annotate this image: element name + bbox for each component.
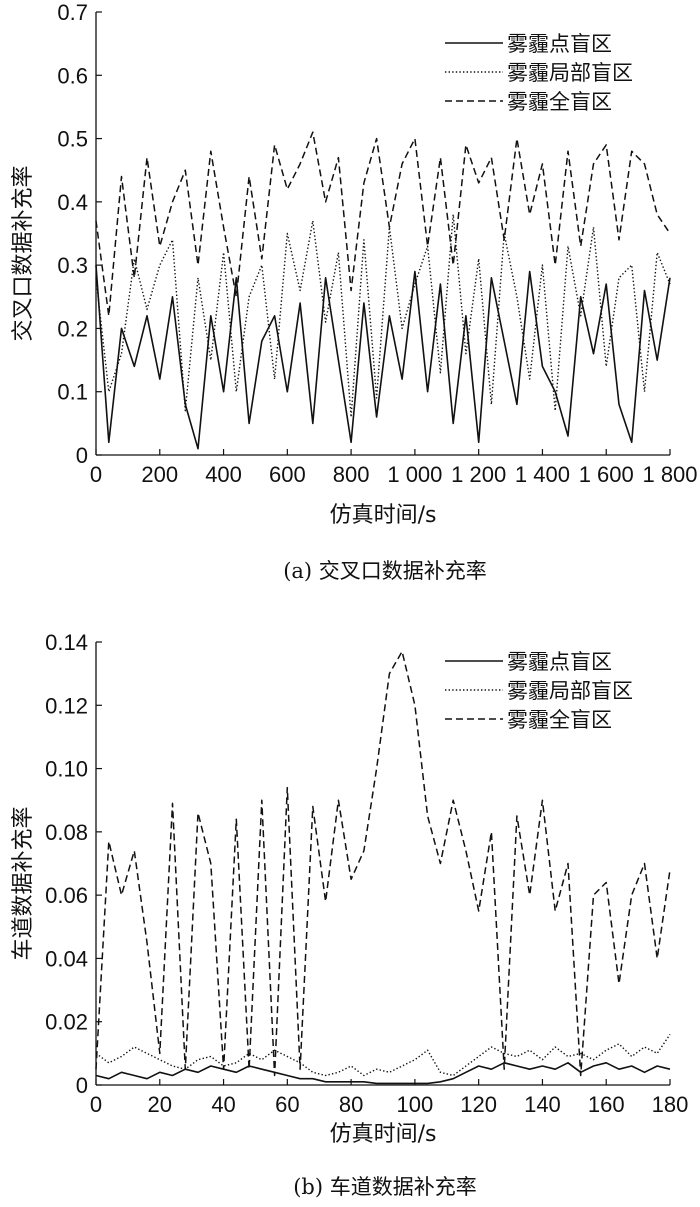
y-tick-label: 0.1 — [57, 380, 88, 405]
y-tick-label: 0.5 — [57, 127, 88, 152]
x-tick-label: 1 600 — [579, 462, 634, 487]
chart-caption: (a) 交叉口数据补充率 — [283, 559, 487, 583]
legend-label-1: 雾霾点盲区 — [507, 650, 612, 674]
y-tick-label: 0.12 — [45, 693, 88, 718]
y-axis-title: 交叉口数据补充率 — [11, 165, 36, 341]
chart-caption: (b) 车道数据补充率 — [293, 1175, 477, 1199]
y-axis-title: 车道数据补充率 — [11, 806, 36, 960]
legend-label-2: 雾霾局部盲区 — [507, 679, 633, 703]
series-line-2 — [95, 213, 671, 418]
x-tick-label: 800 — [333, 462, 370, 487]
x-tick-label: 0 — [90, 462, 102, 487]
y-tick-label: 0.04 — [45, 946, 88, 971]
y-tick-label: 0.06 — [45, 883, 88, 908]
x-tick-label: 120 — [460, 1092, 497, 1117]
series-line-3 — [95, 650, 671, 1077]
legend-label-3: 雾霾全盲区 — [507, 90, 612, 114]
series-line-1 — [95, 265, 671, 450]
x-tick-label: 140 — [524, 1092, 561, 1117]
y-tick-label: 0 — [76, 443, 88, 468]
series-line-1 — [95, 1062, 671, 1085]
y-tick-label: 0.02 — [45, 1010, 88, 1035]
series-line-3 — [95, 131, 671, 317]
chart-1: 0 0.1 0.2 0.3 0.4 0.5 0.6 0.7 0 200 400 600 800 1 000… — [11, 0, 698, 583]
y-tick-label: 0.14 — [45, 630, 88, 655]
x-tick-label: 0 — [90, 1092, 102, 1117]
legend-label-1: 雾霾点盲区 — [507, 32, 612, 56]
y-tick-label: 0.4 — [57, 190, 88, 215]
x-axis-title: 仿真时间/s — [330, 1122, 437, 1147]
y-tick-label: 0.08 — [45, 820, 88, 845]
x-tick-label: 200 — [141, 462, 178, 487]
x-tick-label: 400 — [205, 462, 242, 487]
y-tick-label: 0.2 — [57, 316, 88, 341]
x-tick-label: 600 — [269, 462, 306, 487]
series-line-2 — [95, 1034, 671, 1077]
x-tick-label: 1 200 — [451, 462, 506, 487]
x-tick-label: 1 000 — [387, 462, 442, 487]
x-tick-label: 1 400 — [515, 462, 570, 487]
legend-label-3: 雾霾全盲区 — [507, 708, 612, 732]
x-axis-title: 仿真时间/s — [330, 503, 437, 528]
y-tick-label: 0.7 — [57, 0, 88, 25]
x-tick-label: 160 — [588, 1092, 625, 1117]
chart-2: 0 0.02 0.04 0.06 0.08 0.10 0.12 0.14 0 20 40 60 80 10… — [11, 630, 688, 1199]
legend-label-2: 雾霾局部盲区 — [507, 61, 633, 85]
x-tick-label: 80 — [339, 1092, 363, 1117]
x-tick-label: 100 — [397, 1092, 434, 1117]
x-tick-label: 1 800 — [642, 462, 697, 487]
y-tick-label: 0 — [76, 1073, 88, 1098]
y-tick-label: 0.10 — [45, 757, 88, 782]
y-tick-label: 0.6 — [57, 63, 88, 88]
x-tick-label: 60 — [275, 1092, 299, 1117]
x-tick-label: 20 — [148, 1092, 172, 1117]
x-tick-label: 180 — [652, 1092, 689, 1117]
y-tick-label: 0.3 — [57, 253, 88, 278]
x-tick-label: 40 — [211, 1092, 235, 1117]
